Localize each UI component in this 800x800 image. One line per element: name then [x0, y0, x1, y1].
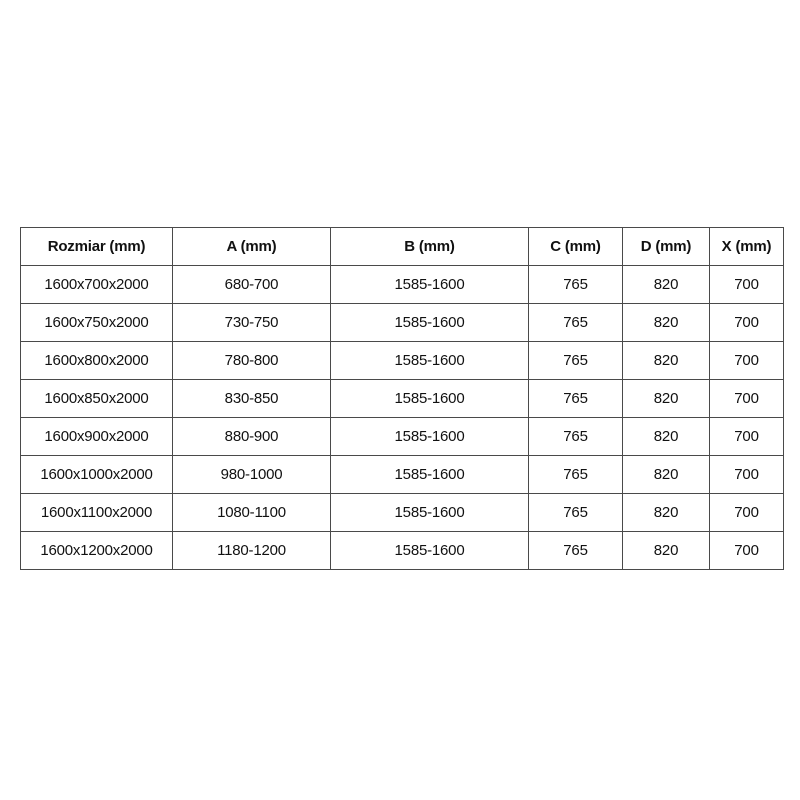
cell-c: 765 [528, 265, 623, 304]
table-body: 1600x700x2000 680-700 1585-1600 765 820 … [20, 265, 784, 570]
cell-rozmiar: 1600x700x2000 [20, 265, 173, 304]
cell-rozmiar: 1600x900x2000 [20, 417, 173, 456]
cell-b: 1585-1600 [330, 341, 529, 380]
table-row: 1600x750x2000 730-750 1585-1600 765 820 … [20, 303, 784, 342]
column-header-x: X (mm) [709, 227, 784, 266]
table-row: 1600x900x2000 880-900 1585-1600 765 820 … [20, 417, 784, 456]
cell-d: 820 [622, 493, 710, 532]
table-row: 1600x1100x2000 1080-1100 1585-1600 765 8… [20, 493, 784, 532]
cell-c: 765 [528, 493, 623, 532]
cell-b: 1585-1600 [330, 417, 529, 456]
cell-c: 765 [528, 417, 623, 456]
cell-a: 980-1000 [172, 455, 331, 494]
column-header-c: C (mm) [528, 227, 623, 266]
table-header: Rozmiar (mm) A (mm) B (mm) C (mm) D (mm)… [20, 227, 784, 266]
column-header-d: D (mm) [622, 227, 710, 266]
cell-d: 820 [622, 303, 710, 342]
cell-x: 700 [709, 303, 784, 342]
cell-b: 1585-1600 [330, 303, 529, 342]
cell-a: 780-800 [172, 341, 331, 380]
cell-d: 820 [622, 265, 710, 304]
cell-x: 700 [709, 417, 784, 456]
column-header-rozmiar: Rozmiar (mm) [20, 227, 173, 266]
table-row: 1600x700x2000 680-700 1585-1600 765 820 … [20, 265, 784, 304]
column-header-b: B (mm) [330, 227, 529, 266]
cell-d: 820 [622, 455, 710, 494]
table-row: 1600x1200x2000 1180-1200 1585-1600 765 8… [20, 531, 784, 570]
cell-d: 820 [622, 341, 710, 380]
cell-d: 820 [622, 379, 710, 418]
specification-table-container: Rozmiar (mm) A (mm) B (mm) C (mm) D (mm)… [20, 227, 784, 570]
cell-a: 1080-1100 [172, 493, 331, 532]
cell-x: 700 [709, 455, 784, 494]
cell-c: 765 [528, 455, 623, 494]
cell-b: 1585-1600 [330, 379, 529, 418]
cell-rozmiar: 1600x850x2000 [20, 379, 173, 418]
cell-a: 880-900 [172, 417, 331, 456]
cell-rozmiar: 1600x1000x2000 [20, 455, 173, 494]
cell-a: 680-700 [172, 265, 331, 304]
cell-rozmiar: 1600x750x2000 [20, 303, 173, 342]
cell-b: 1585-1600 [330, 265, 529, 304]
cell-b: 1585-1600 [330, 455, 529, 494]
cell-x: 700 [709, 531, 784, 570]
column-header-a: A (mm) [172, 227, 331, 266]
table-row: 1600x1000x2000 980-1000 1585-1600 765 82… [20, 455, 784, 494]
cell-d: 820 [622, 417, 710, 456]
table-row: 1600x850x2000 830-850 1585-1600 765 820 … [20, 379, 784, 418]
cell-c: 765 [528, 379, 623, 418]
cell-c: 765 [528, 531, 623, 570]
cell-x: 700 [709, 493, 784, 532]
cell-rozmiar: 1600x800x2000 [20, 341, 173, 380]
cell-b: 1585-1600 [330, 531, 529, 570]
specification-table: Rozmiar (mm) A (mm) B (mm) C (mm) D (mm)… [20, 227, 784, 570]
table-header-row: Rozmiar (mm) A (mm) B (mm) C (mm) D (mm)… [20, 227, 784, 266]
cell-x: 700 [709, 265, 784, 304]
cell-c: 765 [528, 303, 623, 342]
cell-d: 820 [622, 531, 710, 570]
table-row: 1600x800x2000 780-800 1585-1600 765 820 … [20, 341, 784, 380]
cell-rozmiar: 1600x1100x2000 [20, 493, 173, 532]
cell-a: 730-750 [172, 303, 331, 342]
cell-c: 765 [528, 341, 623, 380]
cell-b: 1585-1600 [330, 493, 529, 532]
cell-a: 1180-1200 [172, 531, 331, 570]
cell-rozmiar: 1600x1200x2000 [20, 531, 173, 570]
cell-x: 700 [709, 341, 784, 380]
cell-x: 700 [709, 379, 784, 418]
cell-a: 830-850 [172, 379, 331, 418]
